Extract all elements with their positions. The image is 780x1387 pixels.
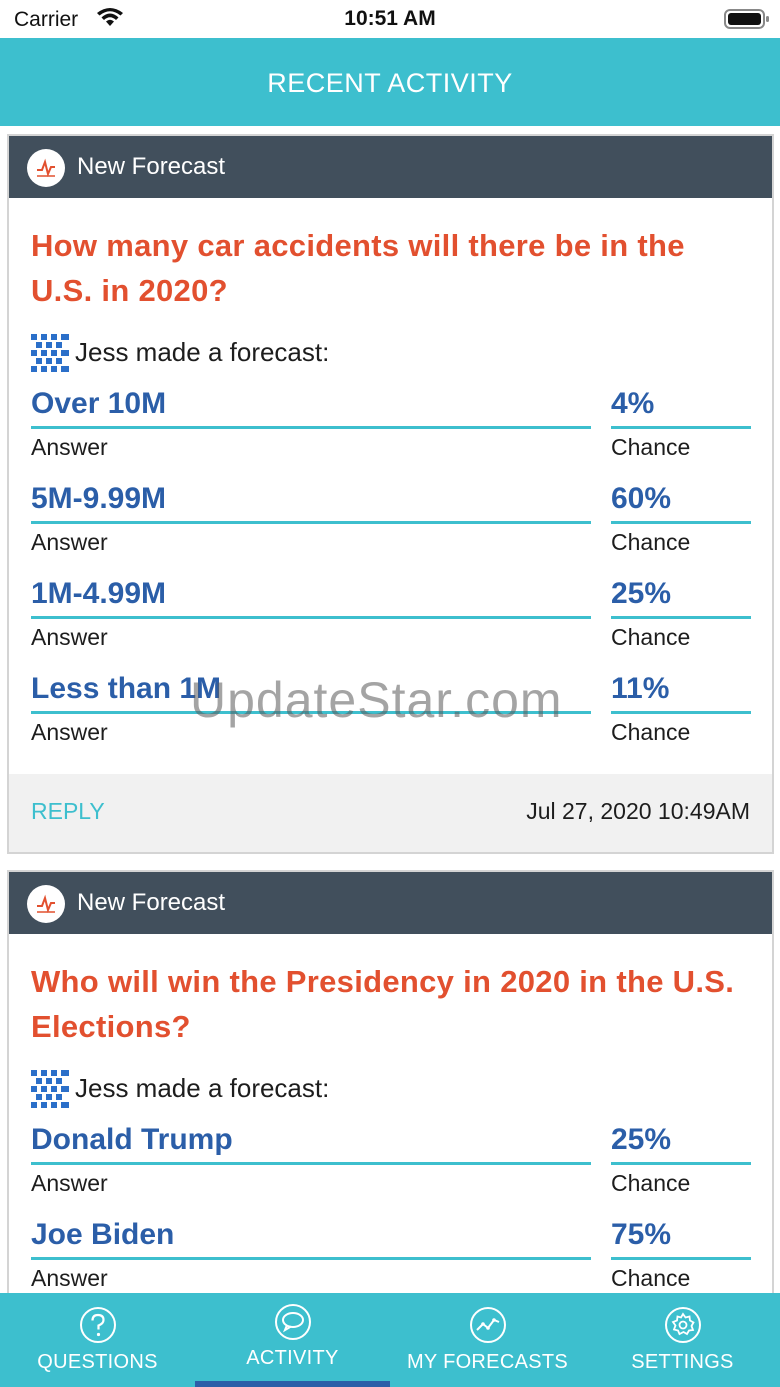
wifi-icon [97,8,123,26]
activity-timestamp: Jul 27, 2020 10:49AM [526,798,750,824]
chance-value: 25% [611,575,751,619]
activity-card[interactable]: New Forecast Who will win the Presidency… [7,870,774,1293]
trend-chart-icon [470,1307,506,1343]
watermark: UpdateStar.com [190,672,563,728]
tab-activity[interactable]: ACTIVITY [195,1293,390,1387]
chance-caption: Chance [611,1170,691,1196]
tab-bar: QUESTIONS ACTIVITY MY FORECASTS SETTINGS [0,1293,780,1387]
chance-value: 60% [611,480,751,524]
question-title[interactable]: Who will win the Presidency in 2020 in t… [31,964,735,1044]
carrier-label: Carrier [14,8,79,31]
gear-icon [665,1307,701,1343]
forecast-row: 5M-9.99M Answer 60% Chance [31,480,751,575]
answer-value: Over 10M [31,385,591,429]
answer-value: Less than 1M [31,670,591,714]
chat-bubble-icon [275,1304,311,1340]
card-type-label: New Forecast [77,889,226,916]
answer-caption: Answer [31,1170,108,1196]
forecast-row: Joe Biden Answer 75% Chance [31,1216,751,1293]
tab-label: QUESTIONS [37,1351,158,1373]
chance-value: 11% [611,670,751,714]
answer-caption: Answer [31,529,108,555]
card-header: New Forecast [9,872,772,934]
navigation-bar: RECENT ACTIVITY [0,38,780,126]
chance-value: 4% [611,385,751,429]
forecast-row: Over 10M Answer 4% Chance [31,385,751,480]
avatar [31,1070,69,1108]
forecaster-text: Jess made a forecast: [75,337,330,367]
battery-icon [724,9,769,29]
tab-label: ACTIVITY [246,1347,339,1369]
question-icon [80,1307,116,1343]
activity-feed[interactable]: New Forecast How many car accidents will… [0,126,780,1293]
reply-button[interactable]: REPLY [31,798,105,824]
active-tab-indicator [195,1381,390,1387]
clock: 10:51 AM [344,7,436,30]
answer-value: Joe Biden [31,1216,591,1260]
answer-value: Donald Trump [31,1121,591,1165]
forecast-row: Donald Trump Answer 25% Chance [31,1121,751,1216]
answer-value: 1M-4.99M [31,575,591,619]
activity-card[interactable]: New Forecast How many car accidents will… [7,134,774,854]
answer-caption: Answer [31,719,108,745]
tab-settings[interactable]: SETTINGS [585,1293,780,1387]
card-type-label: New Forecast [77,153,226,180]
forecaster-text: Jess made a forecast: [75,1073,330,1103]
chance-value: 75% [611,1216,751,1260]
avatar [31,334,69,372]
forecast-row: 1M-4.99M Answer 25% Chance [31,575,751,670]
forecast-chart-icon [27,149,65,187]
card-header: New Forecast [9,136,772,198]
page-title: RECENT ACTIVITY [267,68,513,98]
chance-value: 25% [611,1121,751,1165]
tab-label: MY FORECASTS [406,1351,569,1373]
chance-caption: Chance [611,719,691,745]
answer-value: 5M-9.99M [31,480,591,524]
tab-label: SETTINGS [631,1351,734,1373]
chance-caption: Chance [611,529,691,555]
answer-caption: Answer [31,624,108,650]
chance-caption: Chance [611,1265,691,1291]
question-title[interactable]: How many car accidents will there be in … [31,228,685,308]
tab-my-forecasts[interactable]: MY FORECASTS [390,1293,585,1387]
chance-caption: Chance [611,624,691,650]
card-footer: REPLY Jul 27, 2020 10:49AM [9,774,772,852]
answer-caption: Answer [31,1265,108,1291]
answer-caption: Answer [31,434,108,460]
forecast-chart-icon [27,885,65,923]
forecast-row: Less than 1M Answer 11% Chance [31,670,751,765]
chance-caption: Chance [611,434,691,460]
tab-questions[interactable]: QUESTIONS [0,1293,195,1387]
status-bar: Carrier 10:51 AM [0,0,780,38]
